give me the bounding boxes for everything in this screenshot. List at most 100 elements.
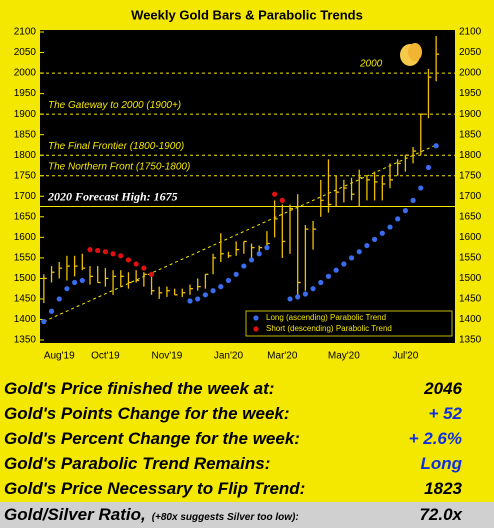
table-row: Gold's Price Necessary to Flip Trend: 182…	[4, 476, 462, 502]
trend-dot	[348, 255, 355, 261]
y-tick-label: 1500	[14, 273, 37, 284]
x-tick-label: Nov'19	[152, 351, 183, 362]
plot-area	[40, 30, 455, 343]
trend-dot	[241, 263, 247, 269]
y-tick-label-right: 1650	[459, 211, 482, 222]
trend-dot	[418, 185, 424, 191]
trend-dot	[356, 249, 362, 255]
trend-dot	[425, 164, 432, 171]
row-value: + 2.6%	[408, 429, 462, 448]
trend-dot	[272, 191, 278, 197]
y-tick-label: 2100	[14, 27, 37, 38]
y-tick-label-right: 1550	[459, 253, 482, 264]
y-tick-label-right: 1900	[459, 109, 482, 120]
y-tick-label-right: 1400	[459, 314, 482, 325]
ratio-label: Gold/Silver Ratio,	[4, 505, 146, 524]
y-tick-label: 1950	[14, 88, 37, 99]
trend-dot	[79, 277, 85, 284]
trend-dot	[395, 216, 401, 222]
trend-dot	[318, 279, 324, 286]
trend-dot	[387, 224, 393, 230]
y-tick-label-right: 1600	[459, 232, 482, 243]
trend-dot	[210, 288, 216, 294]
y-tick-label-right: 1700	[459, 191, 482, 202]
trend-dot	[133, 261, 139, 267]
trend-dot	[248, 257, 255, 263]
row-label: Gold/Silver Ratio, (+80x suggests Silver …	[4, 505, 299, 525]
y-tick-label: 1550	[14, 253, 37, 264]
trend-dot	[87, 247, 93, 253]
trend-dot	[279, 197, 285, 203]
trend-dot	[310, 286, 316, 292]
trend-dot	[202, 292, 208, 298]
reference-label: The Final Frontier (1800-1900)	[48, 141, 184, 152]
trend-dot	[287, 296, 293, 302]
trend-dot	[110, 251, 116, 257]
table-row: Gold's Points Change for the week: + 52	[4, 401, 462, 427]
y-tick-label-right: 2000	[459, 68, 482, 79]
y-tick-label: 1450	[14, 294, 37, 305]
row-label: Gold's Price finished the week at:	[4, 379, 275, 398]
trend-dot	[264, 245, 270, 251]
trend-dot	[148, 271, 155, 277]
trend-dot	[325, 273, 332, 279]
trend-dot	[141, 265, 147, 271]
trend-dot	[225, 277, 232, 284]
row-label: Gold's Price Necessary to Flip Trend:	[4, 479, 306, 498]
trend-dot	[433, 143, 439, 149]
trend-dot	[41, 318, 47, 325]
y-tick-label: 1400	[14, 314, 37, 325]
y-tick-label: 1350	[14, 335, 37, 346]
trend-dot	[95, 247, 101, 254]
row-value: 1823	[424, 479, 462, 498]
y-tick-label-right: 1350	[459, 335, 482, 346]
row-label: Gold's Parabolic Trend Remains:	[4, 454, 271, 473]
x-tick-label: Mar'20	[267, 351, 298, 362]
y-tick-label: 2050	[14, 47, 37, 58]
y-tick-label: 1900	[14, 109, 37, 120]
trend-dot	[333, 267, 339, 273]
y-tick-label-right: 1500	[459, 273, 482, 284]
trend-dot	[372, 236, 378, 242]
trend-dot	[102, 249, 108, 255]
x-tick-label: Oct'19	[91, 351, 120, 362]
trend-dot	[218, 284, 224, 290]
trend-dot	[48, 308, 55, 314]
chart: Weekly Gold Bars & Parabolic Trends 1350…	[14, 7, 482, 362]
trend-dot	[125, 257, 132, 263]
y-tick-label: 1750	[14, 170, 37, 181]
trend-dot	[364, 242, 370, 249]
trend-dot	[402, 208, 408, 214]
chart-title: Weekly Gold Bars & Parabolic Trends	[131, 7, 363, 22]
reference-label: The Gateway to 2000 (1900+)	[48, 100, 181, 111]
y-tick-label-right: 1800	[459, 150, 482, 161]
trend-dot	[118, 253, 124, 259]
x-tick-label: Aug'19	[44, 351, 75, 362]
x-tick-label: May'20	[328, 351, 360, 362]
trend-dot	[341, 261, 347, 267]
trend-dot	[187, 298, 193, 304]
legend-label: Long (ascending) Parabolic Trend	[266, 313, 386, 322]
legend-marker	[253, 326, 259, 332]
trend-dot	[72, 279, 78, 286]
reference-label: 2000	[359, 59, 383, 70]
y-tick-label: 1600	[14, 232, 37, 243]
legend-box	[245, 310, 453, 337]
trend-dot	[256, 251, 262, 257]
table-row: Gold's Percent Change for the week: + 2.6…	[4, 426, 462, 452]
legend-label: Short (descending) Parabolic Trend	[266, 324, 392, 333]
row-label: Gold's Percent Change for the week:	[4, 429, 300, 448]
trend-dot	[233, 271, 239, 277]
reference-label: 2020 Forecast High: 1675	[47, 189, 178, 203]
ratio-note: (+80x suggests Silver too low):	[151, 512, 299, 523]
y-tick-label-right: 1750	[459, 170, 482, 181]
y-tick-label-right: 2050	[459, 47, 482, 58]
trend-dot	[302, 291, 308, 297]
ratio-row: Gold/Silver Ratio, (+80x suggests Silver …	[0, 502, 494, 528]
trend-dot	[64, 286, 70, 292]
table-row: Gold's Parabolic Trend Remains: Long	[4, 451, 462, 477]
y-tick-label: 1650	[14, 211, 37, 222]
row-value: + 52	[428, 404, 462, 423]
y-tick-label: 1700	[14, 191, 37, 202]
